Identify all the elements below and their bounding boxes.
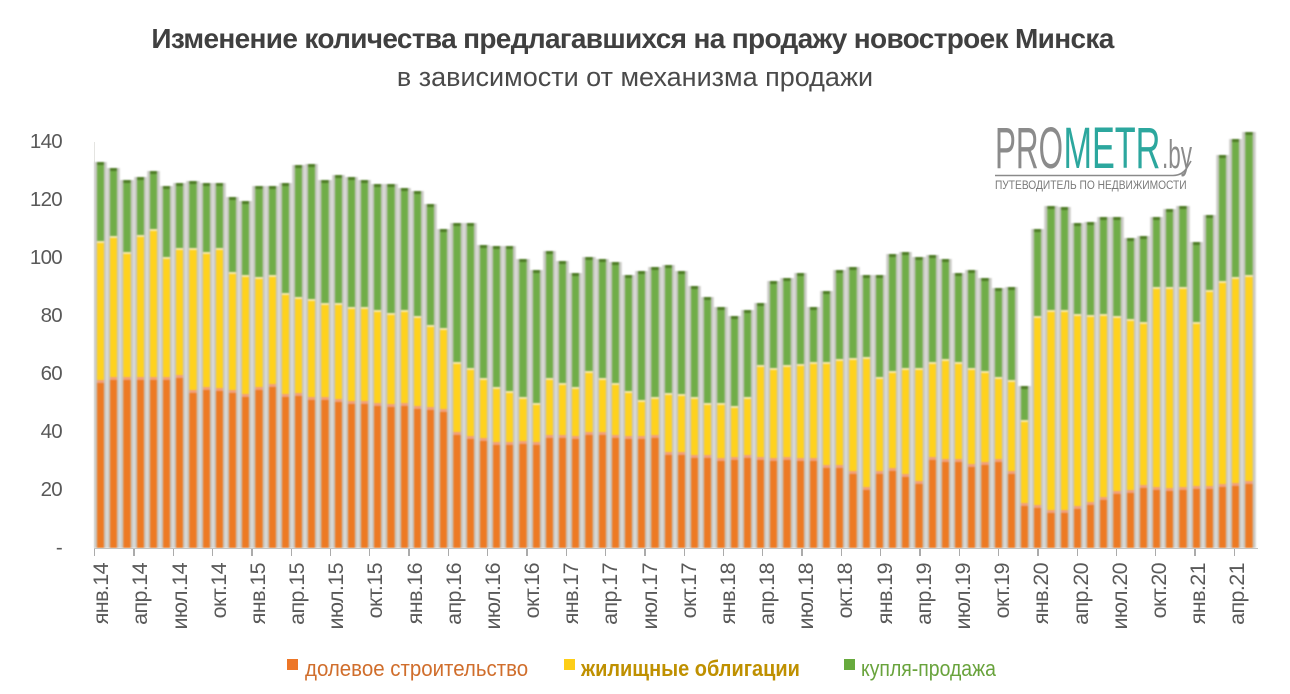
svg-text:METR: METR [1063,117,1160,182]
svg-text:.by: .by [1162,132,1193,176]
svg-text:PRO: PRO [995,116,1063,181]
svg-text:ПУТЕВОДИТЕЛЬ ПО НЕДВИЖИМОСТИ: ПУТЕВОДИТЕЛЬ ПО НЕДВИЖИМОСТИ [995,179,1187,192]
